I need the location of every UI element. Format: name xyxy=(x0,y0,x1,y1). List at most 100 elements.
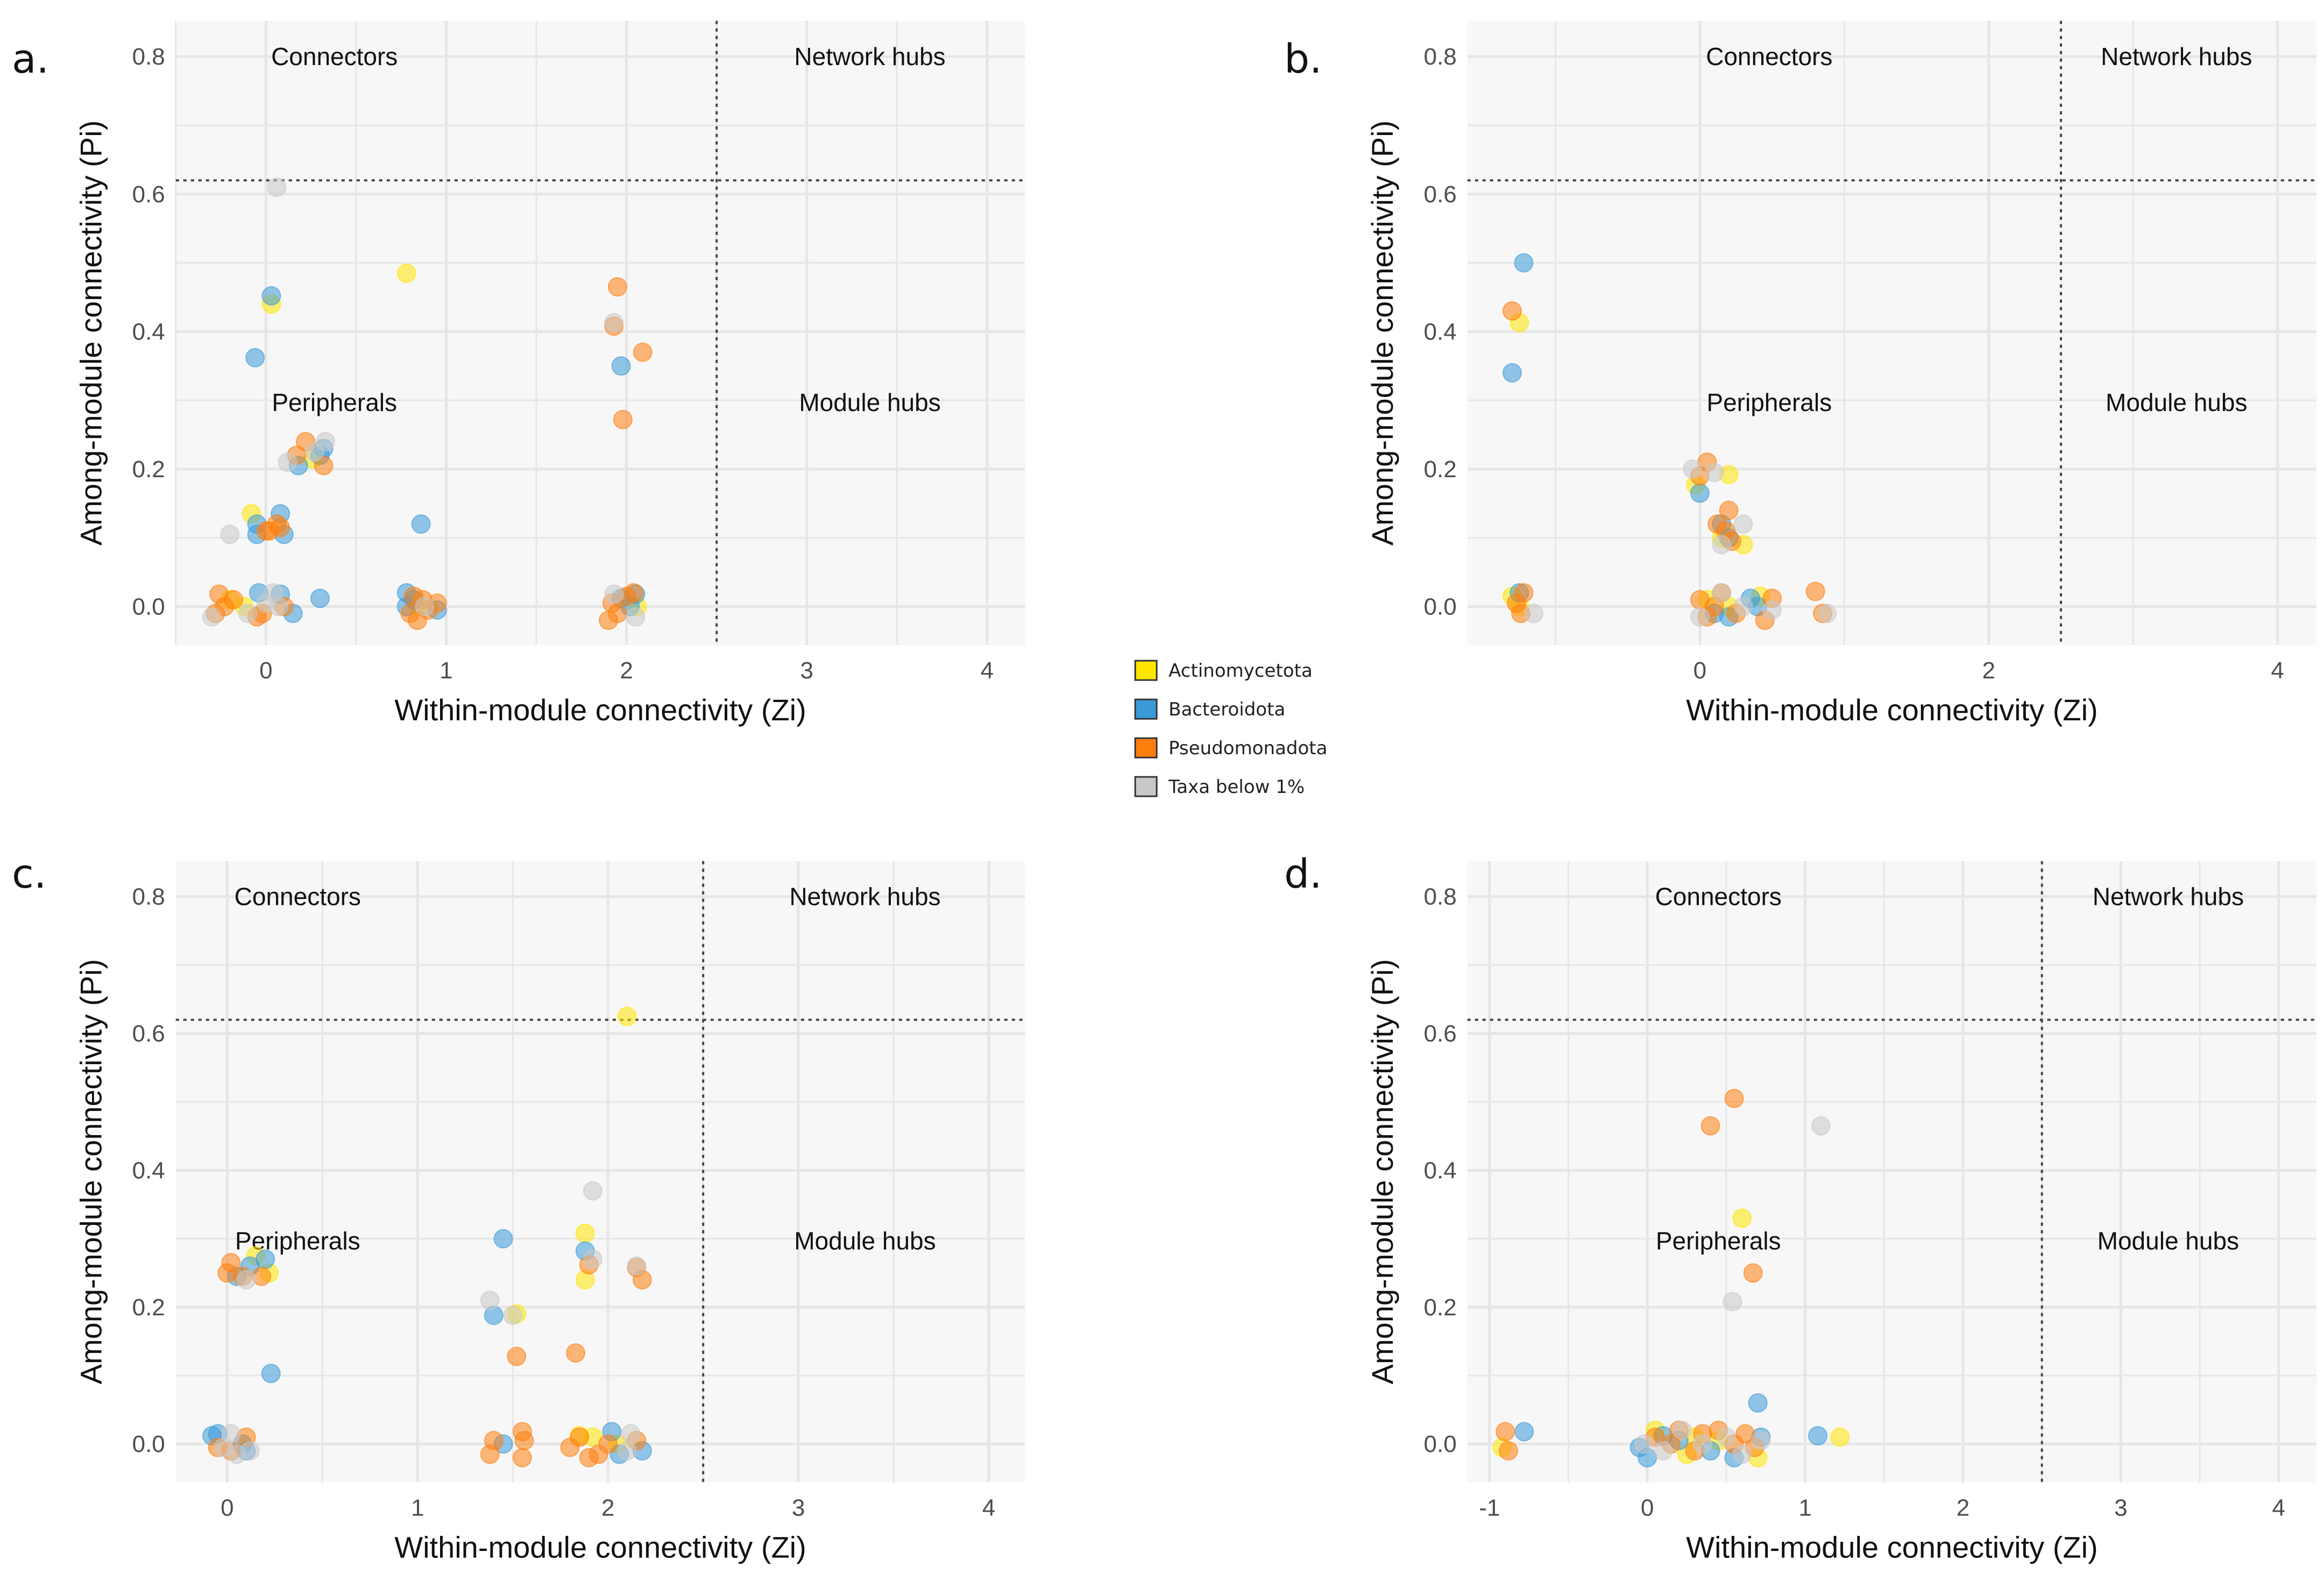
legend-label: Pseudomonadota xyxy=(1168,738,1327,759)
data-point-pseudomonadota xyxy=(480,1444,500,1464)
quadrant-label-connectors: Connectors xyxy=(1706,42,1832,70)
x-tick-label: 2 xyxy=(1957,1494,1969,1521)
data-point-taxa-below-1- xyxy=(238,604,258,624)
data-point-pseudomonadota xyxy=(1502,301,1522,321)
legend-swatch xyxy=(1134,737,1158,759)
y-tick-label: 0.4 xyxy=(1424,318,1457,345)
data-point-actinomycetota xyxy=(396,263,416,283)
points xyxy=(202,1007,652,1468)
data-point-pseudomonadota xyxy=(1724,1088,1744,1108)
data-point-taxa-below-1- xyxy=(1704,463,1724,483)
data-point-taxa-below-1- xyxy=(627,1256,647,1276)
data-point-taxa-below-1- xyxy=(1690,607,1710,627)
data-point-taxa-below-1- xyxy=(267,178,287,197)
data-point-bacteroidota xyxy=(1514,253,1534,273)
data-point-bacteroidota xyxy=(611,356,631,376)
data-point-taxa-below-1- xyxy=(236,1270,256,1289)
data-point-pseudomonadota xyxy=(633,342,653,362)
x-tick-label: 2 xyxy=(1982,657,1995,684)
data-point-bacteroidota xyxy=(261,286,281,306)
data-point-taxa-below-1- xyxy=(480,1291,500,1310)
data-point-pseudomonadota xyxy=(1496,1422,1515,1442)
legend-swatch xyxy=(1134,660,1158,681)
y-axis-title: Among-module connectivity (Pi) xyxy=(1365,121,1399,546)
quadrant-label-network-hubs: Network hubs xyxy=(789,883,940,911)
panel-letter: d. xyxy=(1284,851,1322,897)
data-point-taxa-below-1- xyxy=(1524,604,1544,624)
quadrant-label-peripherals: Peripherals xyxy=(1656,1227,1781,1255)
data-point-bacteroidota xyxy=(310,589,330,608)
data-point-taxa-below-1- xyxy=(621,1424,641,1444)
data-point-actinomycetota xyxy=(1732,1208,1752,1228)
y-axis-title: Among-module connectivity (Pi) xyxy=(1365,959,1399,1385)
x-tick-label: 0 xyxy=(1694,657,1706,684)
x-tick-label: 2 xyxy=(620,657,633,684)
data-point-pseudomonadota xyxy=(512,1448,532,1468)
x-axis-title: Within-module connectivity (Zi) xyxy=(394,1530,806,1564)
x-tick-label: 3 xyxy=(792,1494,805,1521)
data-point-bacteroidota xyxy=(1808,1426,1828,1446)
y-tick-label: 0.0 xyxy=(132,1431,165,1457)
quadrant-label-module-hubs: Module hubs xyxy=(2098,1227,2239,1255)
data-point-taxa-below-1- xyxy=(202,607,222,627)
data-point-taxa-below-1- xyxy=(240,1441,260,1461)
data-point-pseudomonadota xyxy=(607,277,627,297)
plot-background xyxy=(175,861,1025,1483)
points xyxy=(1492,1088,1850,1468)
data-point-taxa-below-1- xyxy=(617,1441,637,1461)
data-point-taxa-below-1- xyxy=(268,597,288,617)
y-tick-label: 0.2 xyxy=(1424,456,1457,483)
data-point-taxa-below-1- xyxy=(604,584,624,604)
y-axis-title: Among-module connectivity (Pi) xyxy=(74,959,108,1385)
legend-item: Taxa below 1% xyxy=(1134,776,1305,798)
y-tick-label: 0.2 xyxy=(132,456,165,483)
quadrant-label-module-hubs: Module hubs xyxy=(794,1227,936,1255)
data-point-pseudomonadota xyxy=(623,583,643,603)
plot-background xyxy=(1467,861,2317,1483)
data-point-taxa-below-1- xyxy=(1716,1427,1736,1447)
panel-1: b. 0 2 4 0.0 0.2 0.4 0.6 0.8 Within-module connec… xyxy=(1284,20,2317,727)
data-point-taxa-below-1- xyxy=(1692,1434,1712,1454)
y-tick-label: 0.8 xyxy=(132,884,165,910)
data-point-pseudomonadota xyxy=(1701,1116,1720,1136)
x-tick-label: 1 xyxy=(1798,1494,1811,1521)
y-tick-label: 0.6 xyxy=(132,181,165,208)
legend-label: Bacteroidota xyxy=(1168,699,1285,720)
data-point-taxa-below-1- xyxy=(1683,459,1703,479)
data-point-taxa-below-1- xyxy=(304,442,324,462)
quadrant-label-peripherals: Peripherals xyxy=(272,388,397,416)
data-point-actinomycetota xyxy=(617,1007,637,1026)
data-point-bacteroidota xyxy=(1514,1422,1534,1442)
quadrant-label-connectors: Connectors xyxy=(1655,883,1782,911)
legend-label: Taxa below 1% xyxy=(1168,776,1305,798)
data-point-taxa-below-1- xyxy=(1723,1292,1742,1312)
x-tick-label: 4 xyxy=(2272,1494,2285,1521)
quadrant-label-peripherals: Peripherals xyxy=(1706,388,1832,416)
data-point-pseudomonadota xyxy=(1719,500,1739,520)
x-axis-title: Within-module connectivity (Zi) xyxy=(1686,1530,2098,1564)
panel-3: d. -1 0 1 2 3 4 0.0 0.2 0.4 0.6 0.8 Within-module co… xyxy=(1284,851,2317,1564)
quadrant-label-connectors: Connectors xyxy=(271,42,398,70)
data-point-taxa-below-1- xyxy=(220,525,240,544)
data-point-taxa-below-1- xyxy=(583,1181,603,1201)
data-point-bacteroidota xyxy=(256,1249,275,1269)
data-point-taxa-below-1- xyxy=(1762,600,1782,620)
quadrant-label-module-hubs: Module hubs xyxy=(2106,388,2247,416)
legend-item: Actinomycetota xyxy=(1134,660,1313,682)
quadrant-label-module-hubs: Module hubs xyxy=(799,388,940,416)
x-tick-label: 4 xyxy=(2271,657,2284,684)
x-tick-label: 1 xyxy=(411,1494,424,1521)
y-tick-label: 0.6 xyxy=(132,1021,165,1047)
data-point-taxa-below-1- xyxy=(604,313,624,332)
data-point-taxa-below-1- xyxy=(1811,1116,1831,1136)
data-point-bacteroidota xyxy=(1748,1393,1768,1413)
quadrant-label-connectors: Connectors xyxy=(235,883,361,911)
legend-item: Pseudomonadota xyxy=(1134,737,1327,759)
data-point-bacteroidota xyxy=(1690,483,1710,503)
legend-item: Bacteroidota xyxy=(1134,698,1285,720)
data-point-taxa-below-1- xyxy=(1653,1441,1673,1461)
legend-swatch xyxy=(1134,698,1158,720)
data-point-pseudomonadota xyxy=(599,611,619,630)
y-tick-label: 0.4 xyxy=(132,1157,165,1184)
